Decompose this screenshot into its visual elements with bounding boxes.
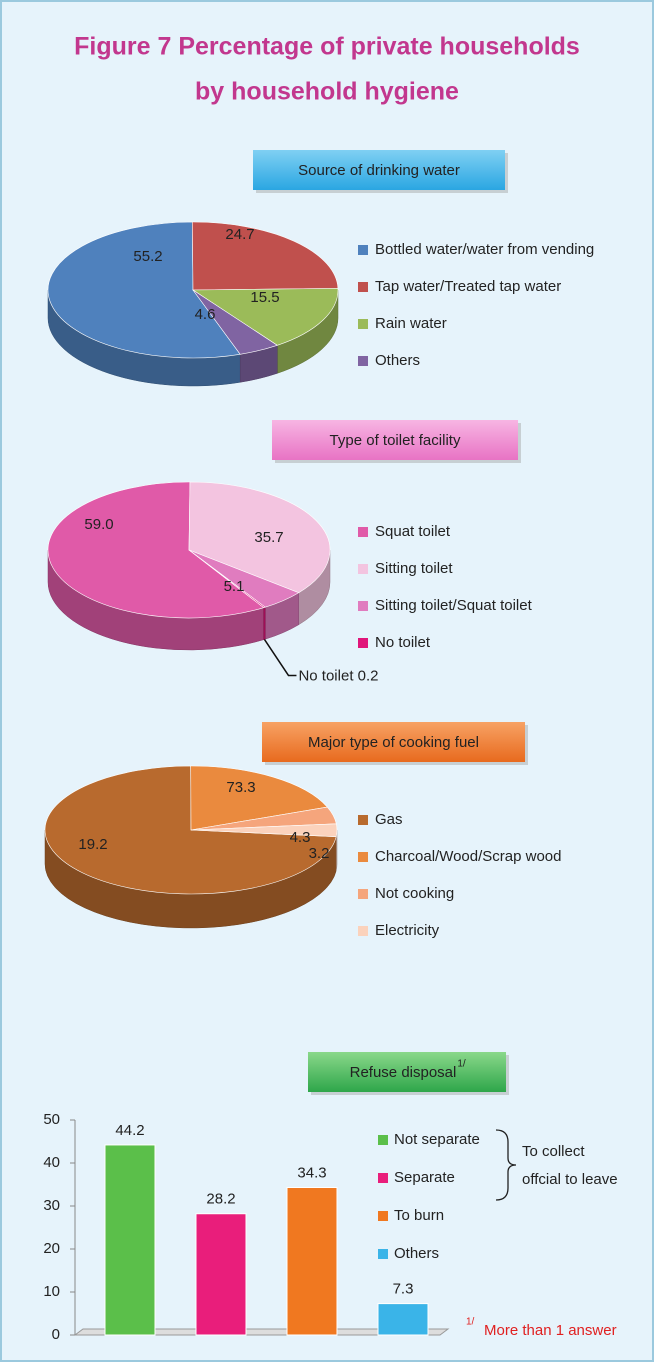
pie-tops (44, 765, 338, 895)
title-box (262, 722, 525, 762)
legend-marker (358, 852, 368, 862)
pie-side (263, 606, 266, 641)
footnote: More than 1 answer (484, 1322, 617, 1339)
legend-marker (358, 356, 368, 366)
annotation: To collect (522, 1143, 585, 1160)
chart-title: Major type of cooking fuel (308, 734, 479, 751)
data-label: 19.2 (78, 836, 107, 853)
title-box (272, 420, 518, 460)
bar (195, 1213, 247, 1336)
title-line: by household hygiene (195, 78, 459, 106)
data-label: No toilet 0.2 (298, 667, 378, 684)
title-box (308, 1052, 506, 1092)
brace (495, 1129, 517, 1201)
data-label: 59.0 (84, 516, 113, 533)
legend-label: Sitting toilet/Squat toilet (375, 597, 533, 614)
data-label: 3.2 (309, 845, 330, 862)
legend-marker (358, 319, 368, 329)
y-tick-label: 0 (52, 1326, 60, 1343)
chart-title: Refuse disposal (350, 1064, 457, 1081)
data-label: 73.3 (226, 779, 255, 796)
legend-label: Bottled water/water from vending (375, 241, 594, 258)
pie-tops (47, 221, 339, 359)
y-tick-label: 10 (43, 1283, 60, 1300)
pie-slice (192, 288, 339, 346)
pie-slice (47, 221, 241, 359)
legend-marker (358, 564, 368, 574)
pie-slice (188, 481, 331, 594)
leader-line (263, 639, 297, 677)
legend-marker (358, 527, 368, 537)
legend-marker (358, 926, 368, 936)
pie-slice (190, 823, 338, 838)
legend-label: Others (375, 352, 420, 369)
legend-marker (358, 638, 368, 648)
legend-marker (378, 1173, 388, 1183)
legend-label: Charcoal/Wood/Scrap wood (375, 848, 562, 865)
data-label: 4.6 (195, 306, 216, 323)
data-label: 28.2 (206, 1191, 235, 1208)
data-label: 44.2 (115, 1122, 144, 1139)
legend-label: Tap water/Treated tap water (375, 278, 561, 295)
title-box (253, 150, 505, 190)
bar (286, 1187, 338, 1336)
chart-title: Source of drinking water (298, 162, 460, 179)
pie-sides (47, 549, 331, 651)
pie-slice (44, 765, 337, 895)
legend-label: Rain water (375, 315, 447, 332)
pie-slice (188, 549, 266, 608)
legend-label: No toilet (375, 634, 431, 651)
pie-slice (47, 481, 265, 619)
data-label: 34.3 (297, 1164, 326, 1181)
legend-marker (378, 1211, 388, 1221)
legend-marker (378, 1249, 388, 1259)
data-label: 24.7 (225, 226, 254, 243)
title-note: 1/ (457, 1059, 466, 1070)
legend-marker (358, 245, 368, 255)
y-tick-label: 30 (43, 1197, 60, 1214)
legend-label: Gas (375, 811, 403, 828)
data-label: 5.1 (224, 578, 245, 595)
legend-label: Sitting toilet (375, 560, 453, 577)
data-label: 55.2 (133, 248, 162, 265)
pie-tops (47, 481, 331, 619)
chart-title: Type of toilet facility (330, 432, 461, 449)
pie-slice (190, 765, 328, 831)
y-tick-label: 40 (43, 1154, 60, 1171)
y-tick-label: 50 (43, 1111, 60, 1128)
data-label: 35.7 (254, 529, 283, 546)
legend-label: Squat toilet (375, 523, 451, 540)
data-label: 15.5 (250, 289, 279, 306)
legend-label: To burn (394, 1207, 444, 1224)
data-label: 7.3 (393, 1281, 414, 1298)
bar (377, 1303, 429, 1336)
legend-marker (358, 601, 368, 611)
pie-slice (191, 221, 339, 291)
title-line: Figure 7 Percentage of private household… (74, 33, 580, 61)
annotation: offcial to leave (522, 1171, 618, 1188)
legend-label: Not separate (394, 1131, 480, 1148)
legend-label: Separate (394, 1169, 455, 1186)
pie-slice (192, 289, 279, 355)
y-tick-label: 20 (43, 1240, 60, 1257)
legend-label: Others (394, 1245, 439, 1262)
bar (104, 1144, 156, 1336)
data-label: 4.3 (290, 829, 311, 846)
legend-marker (378, 1135, 388, 1145)
footnote-mark: 1/ (466, 1317, 475, 1328)
legend-marker (358, 889, 368, 899)
legend-marker (358, 282, 368, 292)
legend-marker (358, 815, 368, 825)
legend-label: Electricity (375, 922, 440, 939)
legend-label: Not cooking (375, 885, 454, 902)
